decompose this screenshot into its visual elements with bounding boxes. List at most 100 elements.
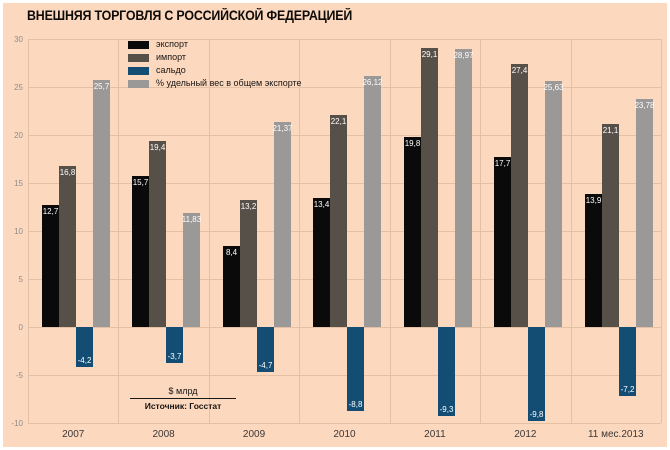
gridline-horizontal [28, 327, 661, 328]
bar-saldo: -4,7 [257, 327, 274, 373]
legend-item-export: экспорт [128, 40, 302, 49]
gridline-horizontal [28, 39, 661, 40]
bar-value-label: 29,1 [421, 49, 438, 59]
bar-value-label: -9,8 [529, 410, 544, 420]
bar-export: 13,9 [585, 193, 602, 327]
bar-value-label: -9,3 [439, 405, 454, 415]
x-axis-label: 2007 [62, 429, 85, 440]
bar-value-label: 11,83 [181, 215, 202, 225]
gridline-horizontal [28, 423, 661, 424]
y-axis-tick-label: 5 [18, 274, 23, 284]
gridline-vertical [661, 39, 662, 423]
legend-label: экспорт [156, 39, 188, 49]
bar-share: 28,97 [453, 48, 474, 327]
bar-import: 22,1 [330, 114, 347, 327]
legend-label: импорт [156, 52, 187, 62]
bar-value-label: 25,7 [93, 82, 110, 92]
legend-item-share: % удельный вес в общем экспорте [128, 79, 302, 88]
gridline-vertical [390, 39, 391, 423]
bar-import: 16,8 [59, 165, 76, 327]
y-axis-tick-label: 10 [14, 226, 23, 236]
bar-value-label: -4,7 [258, 361, 273, 371]
bar-value-label: 13,4 [313, 200, 330, 210]
bar-saldo: -9,8 [528, 327, 545, 422]
bar-share: 11,83 [181, 213, 202, 327]
x-axis-label: 2009 [242, 429, 266, 440]
legend-swatch-share [128, 79, 149, 88]
bar-value-label: 17,7 [494, 159, 511, 169]
x-axis-label: 2010 [333, 429, 356, 440]
y-axis-tick-label: -5 [15, 370, 23, 380]
legend-swatch-export [128, 40, 149, 49]
bar-value-label: 28,97 [453, 50, 474, 60]
legend-label: % удельный вес в общем экспорте [156, 78, 302, 88]
bar-value-label: 8,4 [225, 248, 238, 258]
y-axis-tick-label: 20 [14, 130, 23, 140]
x-axis-label: 2012 [514, 429, 537, 440]
bar-value-label: 23,78 [634, 100, 655, 110]
bar-share: 21,37 [272, 121, 293, 327]
bar-value-label: -8,8 [348, 400, 363, 410]
gridline-vertical [118, 39, 119, 423]
chart-title: ВНЕШНЯЯ ТОРГОВЛЯ С РОССИЙСКОЙ ФЕДЕРАЦИЕЙ [27, 8, 353, 23]
bar-export: 8,4 [223, 246, 240, 327]
bar-share: 25,63 [543, 80, 564, 327]
bar-saldo: -8,8 [347, 327, 364, 412]
bar-saldo: -3,7 [166, 327, 183, 363]
bar-value-label: -7,2 [620, 385, 635, 395]
gridline-vertical [28, 39, 29, 423]
bar-export: 13,4 [313, 198, 330, 327]
bar-value-label: 26,12 [362, 78, 383, 88]
bar-value-label: 12,7 [42, 207, 59, 217]
bar-value-label: 13,9 [585, 195, 602, 205]
bar-value-label: -3,7 [167, 351, 182, 361]
bar-saldo: -9,3 [438, 327, 455, 417]
legend-swatch-saldo [128, 66, 149, 75]
bar-value-label: 21,1 [602, 126, 619, 136]
bar-value-label: 25,63 [543, 82, 564, 92]
y-axis-tick-label: -10 [11, 418, 23, 428]
bar-export: 12,7 [42, 205, 59, 327]
gridline-vertical [299, 39, 300, 423]
legend-item-import: импорт [128, 53, 302, 62]
bar-value-label: 15,7 [132, 178, 149, 188]
x-axis-label: 11 мес.2013 [587, 429, 644, 440]
y-axis-tick-label: 25 [14, 82, 23, 92]
bar-share: 25,7 [93, 80, 110, 327]
bar-value-label: 21,37 [272, 123, 293, 133]
legend-swatch-import [128, 53, 149, 62]
legend-item-saldo: сальдо [128, 66, 302, 75]
bar-value-label: 13,2 [240, 202, 257, 212]
bar-saldo: -4,2 [76, 327, 93, 368]
gridline-vertical [209, 39, 210, 423]
bar-value-label: 27,4 [511, 65, 528, 75]
gridline-vertical [480, 39, 481, 423]
x-axis-label: 2011 [424, 429, 446, 440]
bar-export: 15,7 [132, 176, 149, 327]
bar-share: 26,12 [362, 76, 383, 327]
plot-area: 12,7 16,8 -4,2 25,7 15,7 19,4 -3,7 11,83 8,4 13,2… [28, 39, 662, 424]
source-label: Источник: Госстат [130, 398, 236, 411]
bar-value-label: 19,4 [149, 142, 166, 152]
y-axis-tick-label: 15 [14, 178, 23, 188]
bar-share: 23,78 [634, 98, 655, 327]
bar-import: 29,1 [421, 47, 438, 327]
legend: экспорт импорт сальдо % удельный вес в обще… [128, 40, 302, 92]
bar-value-label: -4,2 [77, 356, 92, 366]
bar-saldo: -7,2 [619, 327, 636, 397]
gridline-horizontal [28, 87, 661, 88]
bar-import: 13,2 [240, 200, 257, 327]
gridline-vertical [571, 39, 572, 423]
bar-value-label: 19,8 [404, 138, 421, 148]
legend-label: сальдо [156, 65, 186, 75]
x-axis-label: 2008 [152, 429, 175, 440]
gridline-horizontal [28, 375, 661, 376]
bar-import: 19,4 [149, 140, 166, 327]
y-axis-tick-label: 0 [18, 322, 23, 332]
bar-import: 27,4 [511, 63, 528, 327]
source-note: $ млрд Источник: Госстат [130, 386, 236, 411]
y-axis-tick-label: 30 [14, 34, 23, 44]
bar-value-label: 22,1 [330, 116, 347, 126]
bar-export: 19,8 [404, 136, 421, 327]
